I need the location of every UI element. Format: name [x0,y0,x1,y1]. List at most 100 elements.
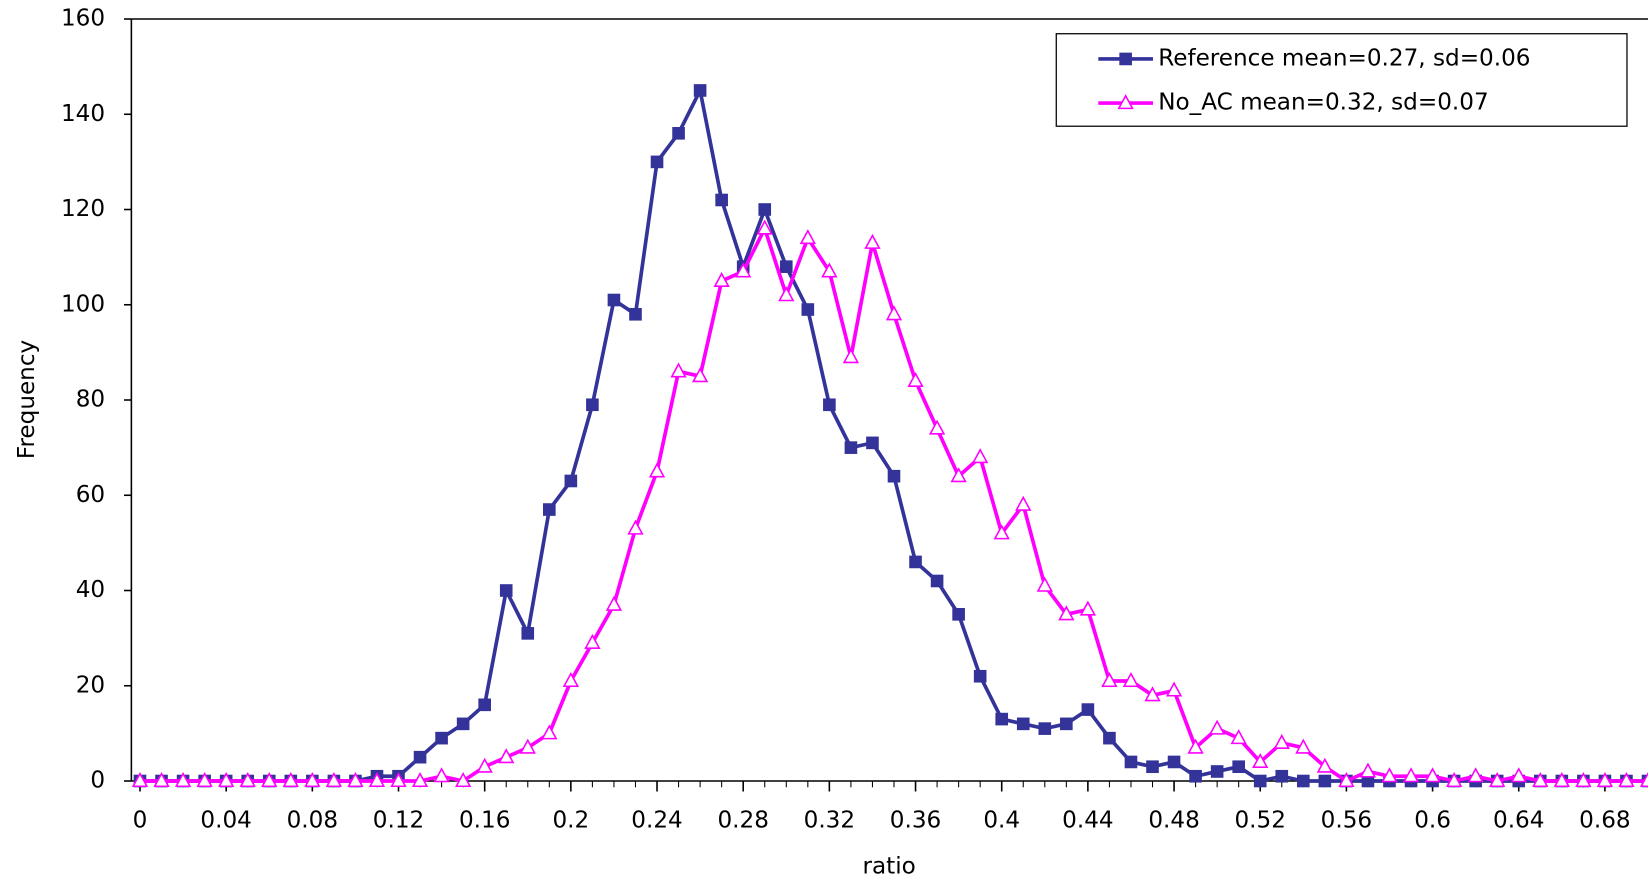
data-point [866,436,879,450]
data-point [478,698,491,712]
y-tick-label: 100 [61,291,105,317]
x-tick-label: 0.12 [373,807,424,833]
x-tick-label: 0.68 [1579,807,1630,833]
data-point [1402,767,1420,783]
data-point [1510,767,1527,783]
data-point [672,127,685,140]
data-point [498,748,515,764]
data-point [801,303,815,316]
data-point [1596,771,1614,788]
data-point [1639,771,1648,788]
data-point [304,771,321,788]
data-point [368,771,386,788]
data-point [1575,771,1592,788]
data-point [821,262,838,278]
x-tick-label: 0.24 [631,807,682,833]
data-point [799,229,816,245]
data-point [325,771,343,788]
y-tick-label: 60 [76,482,105,508]
x-tick-label: 0.48 [1148,807,1199,833]
x-tick-label: 0.56 [1321,807,1372,833]
data-point [218,771,235,788]
data-point [693,84,707,97]
x-tick-label: 0.52 [1234,807,1285,833]
x-tick-label: 0.08 [287,807,338,833]
data-point [1081,703,1095,716]
data-point [1359,762,1377,778]
data-point [1167,755,1181,769]
data-point [174,771,192,788]
data-point [586,398,599,412]
data-point [715,193,728,207]
data-point [909,555,922,569]
x-axis-label: ratio [863,854,916,880]
data-point [930,574,944,588]
data-point [713,271,730,287]
x-tick-label: 0.36 [890,807,941,833]
data-point [993,524,1010,540]
legend-box [1055,33,1628,127]
x-tick-label: 0.6 [1414,807,1451,833]
data-point [564,474,578,488]
data-point [411,771,429,788]
data-point [1316,757,1334,773]
data-point [261,771,278,788]
data-point [842,348,860,364]
data-point [1038,722,1052,735]
data-point [1187,738,1204,754]
data-point [1252,752,1269,768]
data-point [629,307,642,321]
y-tick-label: 0 [90,768,105,794]
data-point [691,367,709,383]
data-point [1273,733,1290,749]
data-point [670,362,687,378]
data-point [153,771,170,788]
y-tick-label: 80 [76,387,105,413]
y-tick-label: 120 [61,196,105,222]
data-point [562,671,580,688]
data-point [454,771,472,788]
legend-marker [1119,52,1132,66]
data-point [521,627,535,640]
data-point [844,441,858,454]
data-point [1103,731,1116,745]
data-point [1015,495,1032,511]
data-point [950,467,967,483]
data-point [605,595,623,611]
data-point [758,203,772,216]
data-point [627,519,644,535]
data-point [196,771,213,788]
data-point [907,371,924,388]
data-point [1079,600,1097,616]
data-point [1275,769,1289,783]
data-point [1489,771,1506,788]
data-point [952,608,965,621]
data-point [650,155,664,169]
data-point [541,724,558,740]
data-point [885,305,903,321]
data-point [1146,760,1159,774]
data-point [1058,605,1075,621]
x-tick-label: 0.2 [552,807,589,833]
data-point [887,469,901,483]
data-point [435,731,448,745]
data-point [1424,767,1441,783]
data-point [1208,719,1226,735]
data-point [1036,576,1053,592]
data-point [607,293,621,307]
data-point [778,286,795,302]
data-point [1532,771,1549,788]
data-point [972,448,989,464]
data-point [1318,774,1332,788]
legend-label: No_AC mean=0.32, sd=0.07 [1158,90,1488,116]
data-point [476,757,493,773]
data-point [1618,771,1635,788]
data-point [1016,717,1030,731]
data-point [1338,771,1355,788]
data-point [1124,755,1138,769]
data-point [1445,771,1463,788]
data-point [347,771,364,788]
data-point [864,233,881,249]
x-tick-label: 0.64 [1493,807,1544,833]
data-point [413,750,427,764]
